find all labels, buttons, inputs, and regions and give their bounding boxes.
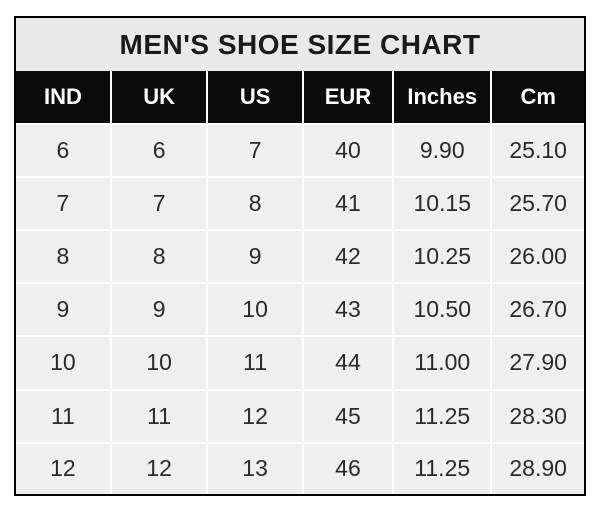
size-cell: 12 — [16, 441, 112, 494]
size-cell: 9 — [109, 282, 209, 338]
header-row: IND UK US EUR Inches Cm — [16, 71, 584, 125]
column-header-us: US — [206, 71, 304, 125]
size-cell: 9.90 — [392, 122, 493, 179]
size-cell: 6 — [109, 122, 209, 179]
size-cell: 46 — [301, 441, 395, 494]
size-cell: 28.30 — [490, 388, 584, 444]
column-header-cm: Cm — [490, 71, 584, 125]
size-cell: 11.00 — [392, 335, 493, 391]
size-cell: 28.90 — [490, 441, 584, 494]
column-header-eur: EUR — [301, 71, 395, 125]
size-cell: 8 — [109, 229, 209, 285]
size-cell: 10.50 — [392, 282, 493, 338]
size-cell: 27.90 — [490, 335, 584, 391]
size-cell: 10 — [109, 335, 209, 391]
table-row: 10 10 11 44 11.00 27.90 — [16, 335, 584, 391]
size-cell: 26.00 — [490, 229, 584, 285]
size-cell: 43 — [301, 282, 395, 338]
table-row: 12 12 13 46 11.25 28.90 — [16, 441, 584, 494]
column-header-ind: IND — [16, 71, 112, 125]
size-cell: 9 — [206, 229, 304, 285]
size-cell: 10 — [206, 282, 304, 338]
column-header-inches: Inches — [392, 71, 493, 125]
size-cell: 7 — [16, 176, 112, 232]
table-row: 9 9 10 43 10.50 26.70 — [16, 282, 584, 338]
column-header-uk: UK — [109, 71, 209, 125]
size-cell: 11.25 — [392, 388, 493, 444]
table-header: IND UK US EUR Inches Cm — [16, 71, 584, 125]
size-cell: 11 — [109, 388, 209, 444]
size-cell: 7 — [206, 122, 304, 179]
size-cell: 6 — [16, 122, 112, 179]
size-cell: 8 — [206, 176, 304, 232]
size-cell: 12 — [109, 441, 209, 494]
size-cell: 41 — [301, 176, 395, 232]
size-table: IND UK US EUR Inches Cm 6 6 7 40 9.90 25.10 7 7… — [16, 71, 584, 494]
size-cell: 25.70 — [490, 176, 584, 232]
chart-title: MEN'S SHOE SIZE CHART — [16, 18, 584, 71]
size-cell: 44 — [301, 335, 395, 391]
size-cell: 10.25 — [392, 229, 493, 285]
size-cell: 10.15 — [392, 176, 493, 232]
size-cell: 45 — [301, 388, 395, 444]
size-cell: 11 — [16, 388, 112, 444]
table-row: 11 11 12 45 11.25 28.30 — [16, 388, 584, 444]
size-cell: 9 — [16, 282, 112, 338]
size-cell: 40 — [301, 122, 395, 179]
size-cell: 42 — [301, 229, 395, 285]
size-cell: 25.10 — [490, 122, 584, 179]
size-cell: 10 — [16, 335, 112, 391]
table-row: 7 7 8 41 10.15 25.70 — [16, 176, 584, 232]
size-cell: 12 — [206, 388, 304, 444]
table-row: 8 8 9 42 10.25 26.00 — [16, 229, 584, 285]
size-cell: 11.25 — [392, 441, 493, 494]
shoe-size-chart: MEN'S SHOE SIZE CHART IND UK US EUR Inch… — [14, 16, 586, 496]
size-cell: 8 — [16, 229, 112, 285]
table-row: 6 6 7 40 9.90 25.10 — [16, 122, 584, 179]
size-cell: 7 — [109, 176, 209, 232]
size-cell: 11 — [206, 335, 304, 391]
size-cell: 13 — [206, 441, 304, 494]
size-cell: 26.70 — [490, 282, 584, 338]
table-body: 6 6 7 40 9.90 25.10 7 7 8 41 10.15 25.70 8 8 9 42 10.25 2… — [16, 122, 584, 494]
